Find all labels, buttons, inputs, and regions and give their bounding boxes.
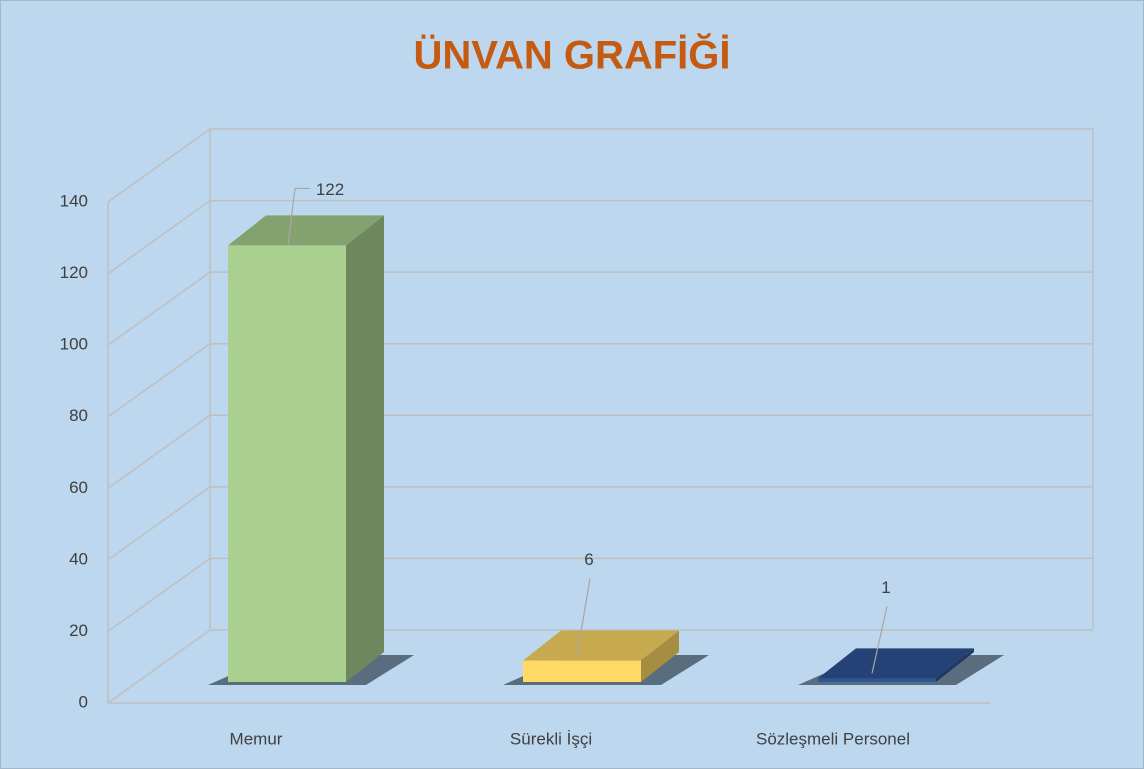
bar-top [228,215,384,246]
grid-line [107,557,1093,633]
y-tick-label: 100 [60,335,88,354]
bar-top [523,630,679,661]
y-tick-label: 20 [69,621,88,640]
grid-line [107,629,1093,704]
bar [523,630,679,682]
y-tick-label: 120 [60,263,88,282]
x-tick-label: Memur [230,729,283,748]
grid-line [107,271,1093,346]
y-tick-label: 40 [69,549,88,568]
y-tick-label: 140 [60,191,88,210]
bar-side [641,630,679,682]
y-tick-label: 60 [69,478,88,497]
x-tick-label: Sözleşmeli Personel [756,729,910,748]
data-label: 122 [316,180,344,199]
bar-side [936,648,974,682]
grid-line [107,414,1093,489]
y-tick-label: 0 [79,692,88,711]
bar-front [228,245,346,682]
bar-front [818,678,936,682]
data-label: 1 [881,578,890,597]
grid-line [107,486,1093,561]
bar-side [346,215,384,682]
grid-line [107,199,1093,275]
bar [228,215,384,682]
bar-top [818,648,974,679]
leader-line [871,606,888,674]
y-tick-label: 80 [69,406,88,425]
leader-line [576,578,591,656]
chart-title: ÜNVAN GRAFİĞİ [413,32,730,78]
bar-front [523,660,641,682]
leader-line [287,187,310,246]
grid-line [107,342,1093,418]
x-tick-label: Sürekli İşçi [510,729,592,748]
data-label: 6 [584,550,593,569]
bar [818,648,974,682]
grid-line [107,128,1093,203]
